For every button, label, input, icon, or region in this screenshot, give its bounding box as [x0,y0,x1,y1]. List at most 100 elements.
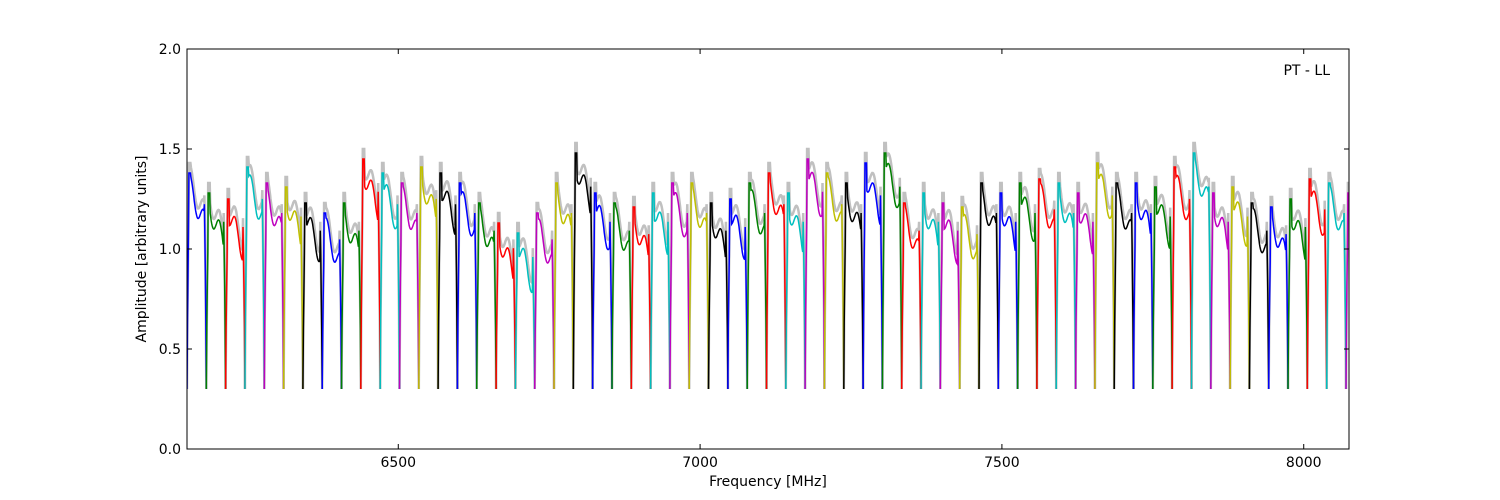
series-channel-line [514,232,536,390]
background-channel [1306,167,1328,390]
series-channel-line [244,166,266,390]
series-channel-line [1074,192,1096,390]
background-channel [1074,181,1097,390]
background-channel [823,161,846,390]
background-channel [1209,181,1232,390]
series-channel-line [1385,159,1404,389]
series-channel-line [1113,182,1135,390]
background-spectrum-layer [187,141,1404,390]
background-channel [687,171,710,390]
y-tick-label: 0.0 [159,442,181,458]
series-channel-line [1229,186,1251,390]
background-channel [301,191,324,390]
background-channel [320,201,343,390]
series-channel-line [1287,198,1309,390]
series-channel-line [437,172,459,390]
background-channel [1365,153,1384,389]
series-channel-line [1325,182,1347,390]
background-channel [997,181,1019,390]
series-channel-line [746,182,768,390]
background-channel [456,171,478,390]
background-channel [340,191,363,390]
background-channel [1151,175,1174,390]
x-tick-label: 8000 [1286,455,1322,471]
background-channel [1385,149,1404,389]
series-channel-line [553,182,575,390]
series-channel-line [187,172,208,390]
series-channel-line [1306,178,1328,390]
background-channel [417,155,440,390]
series-channel-line [997,192,1019,390]
series-channel-line [475,202,497,390]
background-channel [900,191,923,390]
series-channel-line [939,202,961,390]
series-channel-line [379,172,401,390]
series-channel-line [282,186,304,390]
background-channel [1035,167,1058,390]
series-channel-line [1365,163,1384,389]
y-tick-label: 0.5 [159,342,181,358]
background-channel [765,161,788,390]
series-channel-line [765,172,787,390]
background-channel [572,141,594,390]
background-channel [610,191,633,390]
background-channel [243,155,266,390]
background-channel [436,161,459,390]
series-channel-line [843,182,864,390]
series-channel-line [205,192,227,390]
background-channel [784,181,807,390]
series-channel-line [1190,152,1212,390]
background-channel [977,171,1000,390]
background-channel [919,181,942,390]
series-channel-line [360,158,381,390]
series-channel-line [958,206,980,390]
x-tick-label: 6500 [380,455,416,471]
background-channel [1248,191,1270,390]
series-channel-line [804,158,826,390]
background-channel [1267,195,1290,390]
background-channel [263,171,285,390]
background-channel [842,171,865,390]
background-channel [533,201,556,390]
background-channel [881,141,903,390]
background-channel [282,175,305,390]
series-channel-line [1016,182,1038,390]
background-channel [514,221,536,390]
series-channel-line [321,212,343,390]
series-channel-line [591,192,613,390]
series-channel-line [456,182,478,390]
series-channel-line [1132,182,1154,390]
background-channel [745,171,768,390]
series-channel-line [495,222,517,390]
series-channel-line [533,212,555,390]
series-channel-line [572,152,594,390]
background-channel [958,195,981,390]
background-channel [630,195,652,390]
x-tick-label: 7000 [682,455,718,471]
series-channel-line [630,206,652,390]
background-channel [205,181,227,390]
background-channel [187,161,208,390]
background-channel [591,181,614,390]
series-channel-line [263,182,285,390]
series-channel-line [688,182,710,390]
background-channel [707,191,730,390]
background-channel [1054,171,1077,390]
background-channel [1170,155,1193,390]
x-tick-label: 7500 [984,455,1020,471]
background-channel [1093,151,1116,390]
x-axis-ticks: 6500 7000 7500 8000 [380,49,1322,471]
series-channel-line [727,198,748,390]
background-channel [378,161,401,390]
background-channel [398,171,421,390]
series-layer [187,152,1404,390]
series-channel-line [978,182,1000,390]
background-channel [803,147,826,390]
background-channel [861,151,884,390]
series-channel-line [900,202,922,390]
series-channel-line [1094,162,1115,390]
x-axis-label: Frequency [MHz] [709,474,827,490]
background-channel [1132,171,1155,390]
series-channel-line [1248,202,1270,390]
